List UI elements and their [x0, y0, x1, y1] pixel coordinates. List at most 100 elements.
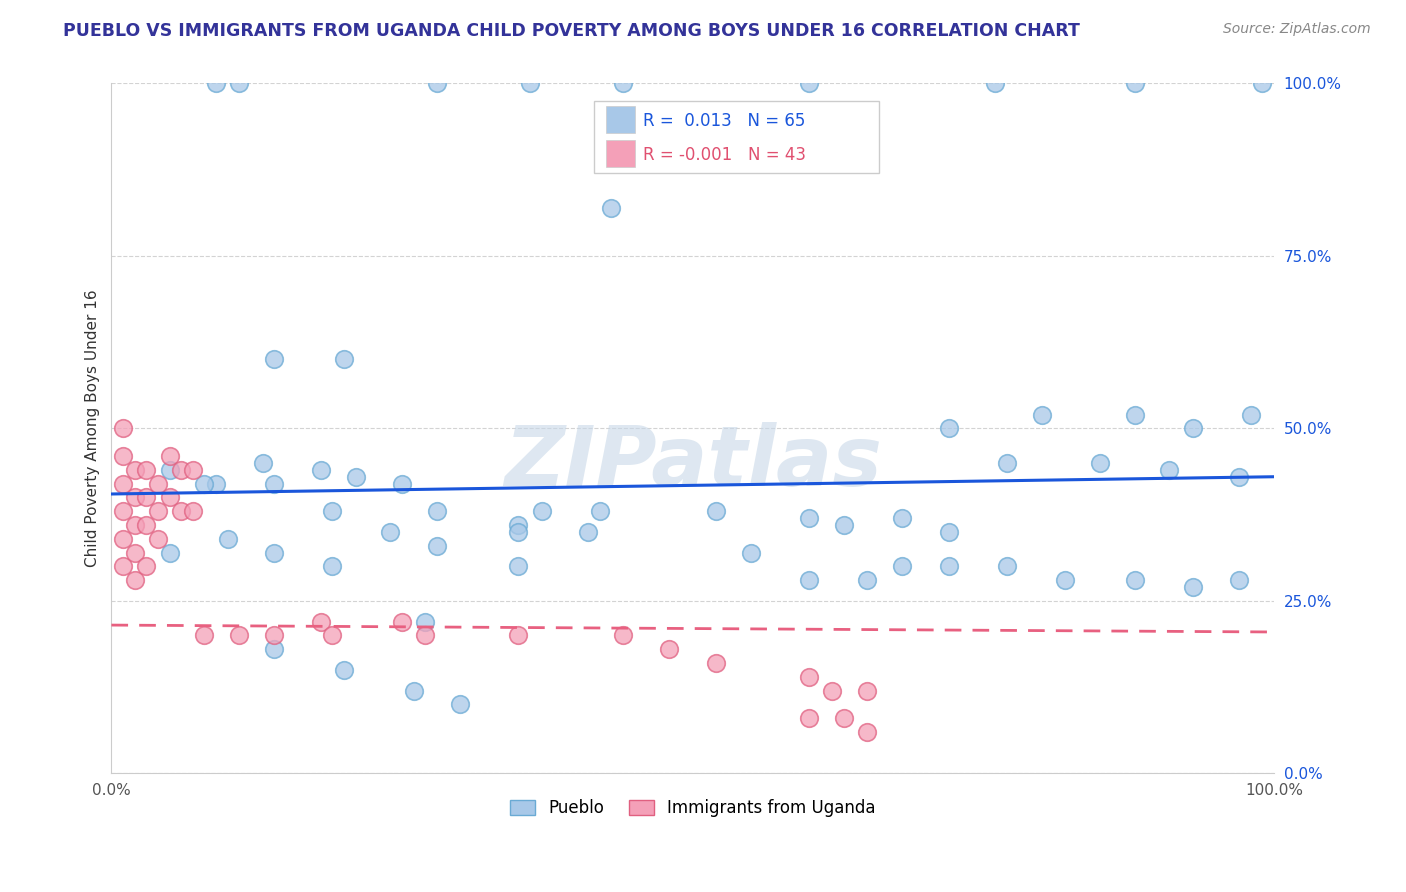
Point: [576, 524, 599, 539]
Text: Source: ZipAtlas.com: Source: ZipAtlas.com: [1223, 22, 1371, 37]
Point: [135, 518, 157, 533]
Point: [124, 546, 146, 560]
Point: [181, 463, 204, 477]
Point: [124, 573, 146, 587]
Point: [508, 559, 530, 574]
Point: [508, 524, 530, 539]
Point: [415, 615, 437, 629]
Point: [1181, 580, 1204, 594]
Point: [938, 421, 960, 435]
Point: [252, 456, 274, 470]
Point: [159, 449, 181, 463]
Point: [1159, 463, 1181, 477]
Point: [821, 683, 844, 698]
Point: [135, 463, 157, 477]
Text: R =  0.013   N = 65: R = 0.013 N = 65: [643, 112, 806, 130]
Point: [193, 628, 215, 642]
Point: [797, 77, 820, 91]
Point: [589, 504, 612, 518]
Point: [856, 683, 879, 698]
Point: [1053, 573, 1076, 587]
Point: [938, 559, 960, 574]
Point: [146, 532, 169, 546]
Point: [309, 615, 332, 629]
Point: [112, 476, 135, 491]
Point: [1227, 573, 1250, 587]
Point: [146, 504, 169, 518]
Point: [135, 491, 157, 505]
FancyBboxPatch shape: [606, 140, 634, 168]
Point: [415, 628, 437, 642]
Point: [309, 463, 332, 477]
Point: [217, 532, 239, 546]
Point: [704, 656, 727, 670]
Point: [124, 491, 146, 505]
Point: [856, 573, 879, 587]
Point: [181, 504, 204, 518]
Point: [508, 518, 530, 533]
Point: [112, 449, 135, 463]
Point: [1123, 573, 1146, 587]
Point: [159, 546, 181, 560]
Point: [146, 476, 169, 491]
Point: [263, 476, 285, 491]
Point: [263, 546, 285, 560]
Point: [402, 683, 425, 698]
Y-axis label: Child Poverty Among Boys Under 16: Child Poverty Among Boys Under 16: [86, 290, 100, 567]
Point: [508, 628, 530, 642]
Point: [797, 511, 820, 525]
Point: [1181, 421, 1204, 435]
Point: [1251, 77, 1274, 91]
Point: [832, 518, 855, 533]
Point: [205, 476, 228, 491]
Point: [170, 504, 193, 518]
FancyBboxPatch shape: [606, 105, 634, 133]
Point: [205, 77, 228, 91]
Point: [135, 559, 157, 574]
Point: [797, 670, 820, 684]
Point: [938, 524, 960, 539]
Point: [344, 469, 367, 483]
Point: [984, 77, 1007, 91]
Point: [1088, 456, 1111, 470]
Point: [228, 77, 250, 91]
Point: [891, 559, 914, 574]
Point: [1123, 408, 1146, 422]
FancyBboxPatch shape: [593, 101, 879, 173]
Point: [704, 504, 727, 518]
Point: [530, 504, 553, 518]
Point: [995, 456, 1018, 470]
Point: [426, 77, 449, 91]
Point: [391, 615, 413, 629]
Point: [263, 628, 285, 642]
Point: [159, 463, 181, 477]
Point: [380, 524, 402, 539]
Point: [426, 539, 449, 553]
Point: [519, 77, 541, 91]
Point: [797, 573, 820, 587]
Point: [612, 77, 634, 91]
Text: PUEBLO VS IMMIGRANTS FROM UGANDA CHILD POVERTY AMONG BOYS UNDER 16 CORRELATION C: PUEBLO VS IMMIGRANTS FROM UGANDA CHILD P…: [63, 22, 1080, 40]
Point: [1031, 408, 1053, 422]
Point: [112, 532, 135, 546]
Point: [112, 504, 135, 518]
Point: [740, 546, 762, 560]
Point: [995, 559, 1018, 574]
Point: [449, 698, 471, 712]
Point: [600, 201, 623, 215]
Text: R = -0.001   N = 43: R = -0.001 N = 43: [643, 146, 806, 164]
Point: [856, 725, 879, 739]
Point: [263, 642, 285, 657]
Point: [159, 491, 181, 505]
Point: [112, 421, 135, 435]
Legend: Pueblo, Immigrants from Uganda: Pueblo, Immigrants from Uganda: [503, 792, 883, 823]
Point: [112, 559, 135, 574]
Point: [391, 476, 413, 491]
Point: [612, 628, 634, 642]
Text: ZIPatlas: ZIPatlas: [503, 423, 882, 503]
Point: [1123, 77, 1146, 91]
Point: [832, 711, 855, 725]
Point: [321, 559, 343, 574]
Point: [321, 504, 343, 518]
Point: [658, 642, 681, 657]
